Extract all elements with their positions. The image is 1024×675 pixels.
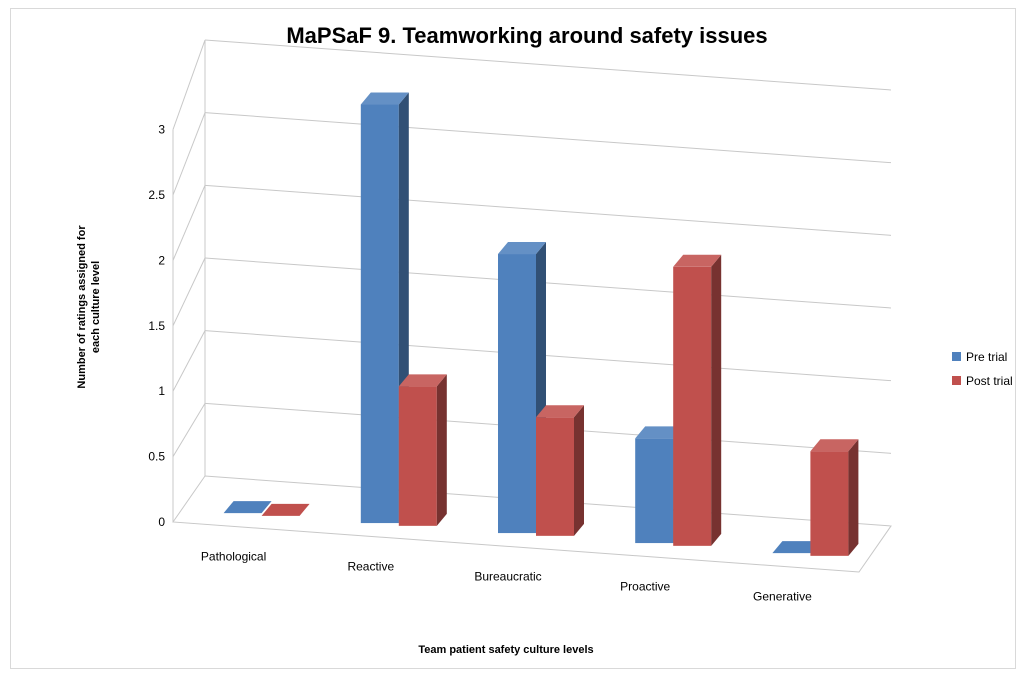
bar-top — [398, 374, 447, 387]
bar-top — [810, 439, 859, 452]
y-tick-label-6: 3 — [158, 123, 165, 137]
y-axis-label-line-1: Number of ratings assigned for — [76, 225, 88, 389]
bar-pre-trial-bureaucratic — [498, 242, 546, 534]
gridline-3 — [204, 257, 892, 309]
y-axis-label-line-2: each culture level — [90, 261, 102, 353]
bar-top — [360, 92, 409, 105]
legend-label-post-trial: Post trial — [966, 374, 1013, 388]
gridlines — [172, 39, 892, 457]
y-tick-label-4: 2 — [158, 253, 165, 267]
chart-frame: MaPSaF 9. Teamworking around safety issu… — [10, 8, 1016, 669]
gridline-4 — [204, 184, 892, 236]
bar-side — [574, 405, 584, 536]
x-axis-category-labels: Pathological Reactive Bureaucratic Proactiv… — [201, 549, 812, 603]
legend-label-pre-trial: Pre trial — [966, 350, 1007, 364]
floor — [172, 475, 892, 573]
y-tick-label-0: 0 — [158, 515, 165, 529]
y-tick-label-5: 2.5 — [148, 188, 165, 202]
gridline-side-2 — [172, 330, 206, 392]
gridline-5 — [204, 112, 892, 164]
bar-front — [498, 254, 536, 534]
category-label-proactive: Proactive — [620, 579, 670, 593]
gridline-side-6 — [172, 39, 206, 130]
bar-top — [673, 254, 722, 267]
y-axis-label: Number of ratings assigned for each cult… — [76, 225, 102, 389]
bar-flat — [772, 541, 821, 554]
bar-flat — [223, 501, 272, 514]
bars — [223, 92, 859, 556]
bar-top — [635, 426, 684, 439]
category-label-generative: Generative — [753, 589, 812, 603]
bar-pre-trial-reactive — [360, 92, 409, 524]
bar-post-trial-generative — [810, 439, 859, 556]
bar-side — [711, 254, 722, 546]
x-axis-label: Team patient safety culture levels — [418, 644, 593, 656]
y-tick-label-1: 0.5 — [148, 450, 165, 464]
bar-pre-trial-pathological — [223, 501, 272, 514]
bar-side — [848, 439, 859, 556]
bar-post-trial-pathological — [261, 503, 310, 516]
y-tick-label-3: 1.5 — [148, 319, 165, 333]
bar-flat — [261, 503, 310, 516]
legend-swatch-post-trial — [952, 376, 961, 385]
bar-side — [436, 374, 447, 526]
category-label-pathological: Pathological — [201, 549, 266, 563]
bar-front — [360, 104, 399, 524]
category-label-reactive: Reactive — [347, 559, 394, 573]
bar-front — [635, 438, 674, 544]
gridline-side-1 — [172, 403, 206, 457]
y-tick-label-2: 1 — [158, 384, 165, 398]
gridline-6 — [204, 39, 892, 91]
bar-front — [398, 386, 437, 526]
bar-post-trial-proactive — [673, 254, 722, 546]
gridline-side-3 — [172, 257, 206, 327]
legend-swatch-pre-trial — [952, 352, 961, 361]
bar-front — [673, 266, 712, 546]
y-axis-ticks: 0 0.5 1 1.5 2 2.5 3 — [148, 123, 165, 529]
chart-title: MaPSaF 9. Teamworking around safety issu… — [286, 23, 767, 48]
bar-top — [498, 242, 546, 255]
bar-post-trial-reactive — [398, 374, 447, 526]
bar-front — [536, 417, 574, 536]
category-label-bureaucratic: Bureaucratic — [474, 569, 541, 583]
bar-top — [536, 405, 584, 418]
chart-svg: MaPSaF 9. Teamworking around safety issu… — [76, 23, 1013, 656]
gridline-side-5 — [172, 112, 206, 196]
gridline-side-4 — [172, 185, 206, 261]
bar-pre-trial-generative — [772, 541, 821, 554]
legend: Pre trial Post trial — [952, 350, 1013, 388]
bar-post-trial-bureaucratic — [536, 405, 584, 536]
gridline-2 — [204, 330, 892, 382]
bar-front — [810, 451, 849, 556]
